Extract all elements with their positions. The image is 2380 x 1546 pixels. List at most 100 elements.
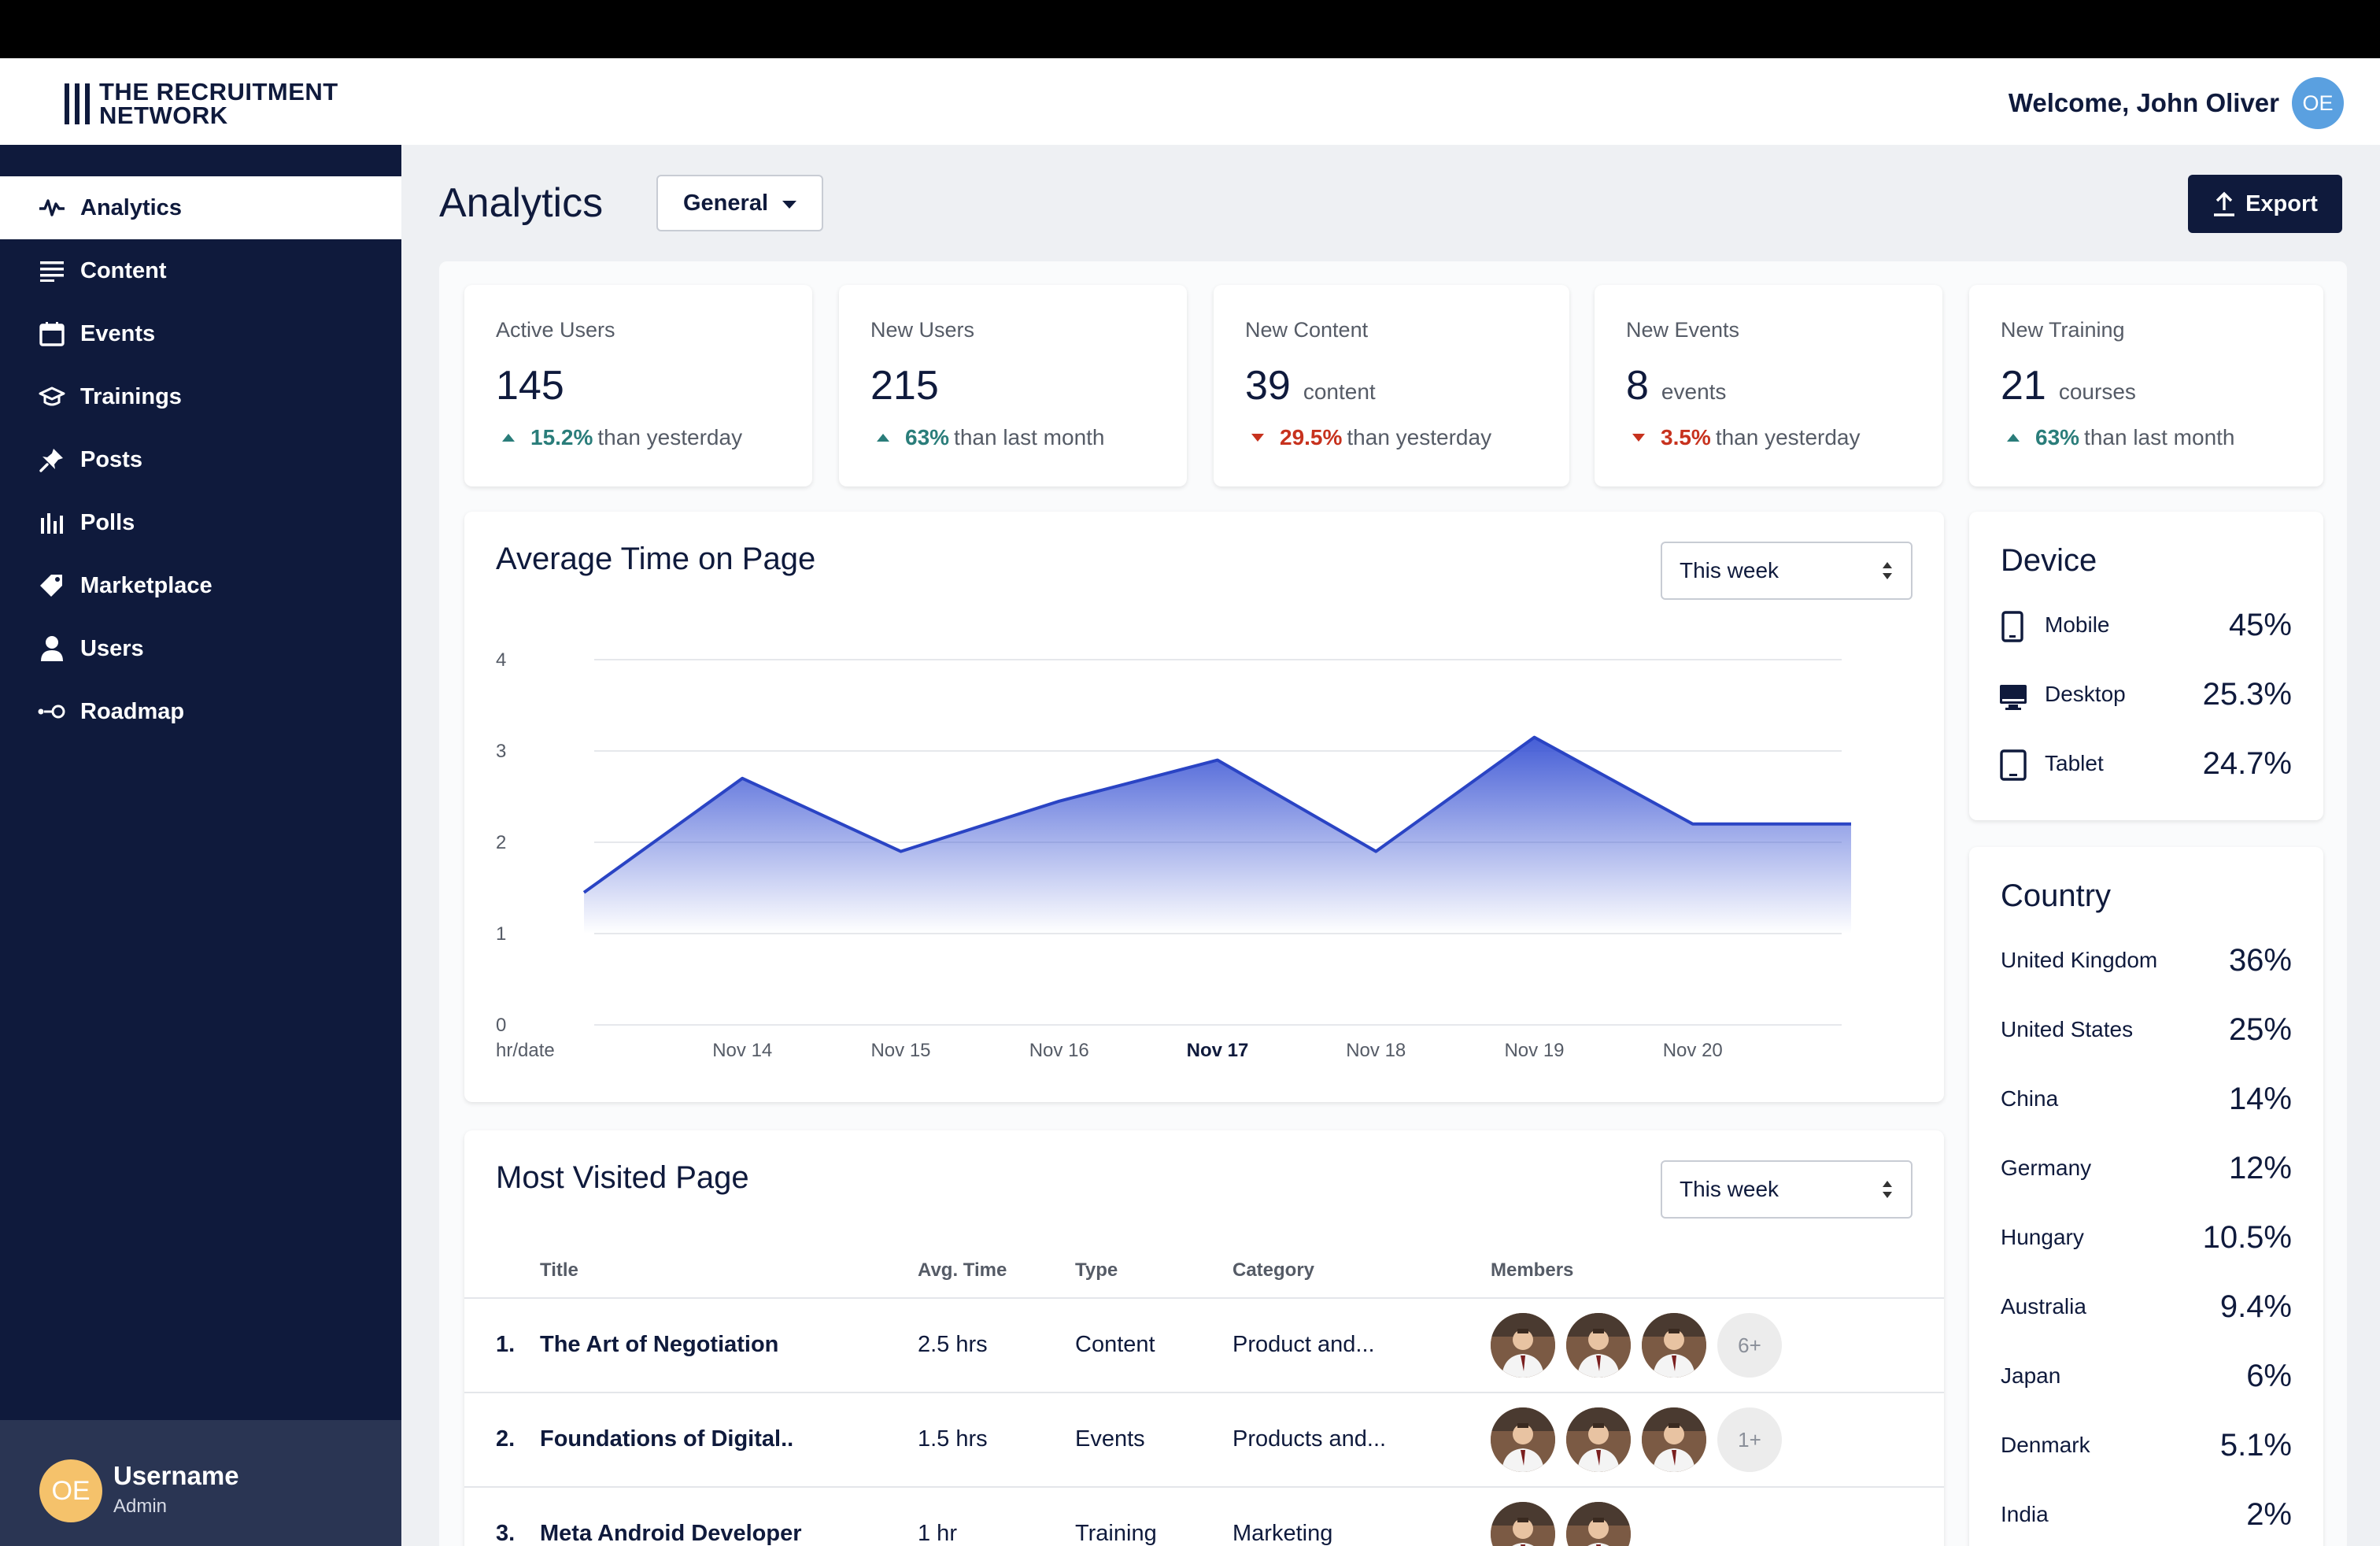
welcome-text: Welcome, John Oliver bbox=[2008, 88, 2279, 117]
member-avatar[interactable] bbox=[1566, 1407, 1631, 1472]
logo-line-2: NETWORK bbox=[99, 102, 228, 129]
sidebar-item-label: Analytics bbox=[80, 194, 182, 220]
country-value: 5.1% bbox=[2219, 1428, 2292, 1463]
sort-arrows-icon bbox=[1883, 1179, 1894, 1201]
pin-icon bbox=[38, 446, 66, 474]
trend-up-icon bbox=[877, 434, 889, 442]
member-avatar[interactable] bbox=[1642, 1313, 1706, 1378]
export-button[interactable]: Export bbox=[2188, 175, 2342, 233]
x-tick-label: Nov 15 bbox=[870, 1040, 930, 1061]
calendar-icon bbox=[38, 320, 66, 348]
sidebar-item-content[interactable]: Content bbox=[0, 239, 401, 302]
dropdown-selected-value: General bbox=[683, 190, 768, 216]
country-label: United States bbox=[2001, 1017, 2134, 1041]
more-members-badge[interactable]: 6+ bbox=[1717, 1313, 1782, 1378]
stat-value: 215 bbox=[870, 363, 939, 409]
tag-icon bbox=[38, 571, 66, 600]
stat-label: New Training bbox=[2001, 318, 2125, 342]
sidebar-item-events[interactable]: Events bbox=[0, 302, 401, 365]
page-title: Analytics bbox=[439, 180, 604, 226]
stat-change: 3.5% than yesterday bbox=[1632, 425, 1861, 450]
most-visited-period-select[interactable]: This week bbox=[1661, 1160, 1913, 1219]
sidebar-item-posts[interactable]: Posts bbox=[0, 428, 401, 491]
top-header: THE RECRUITMENT NETWORK Welcome, John Ol… bbox=[0, 58, 2380, 145]
column-header-members[interactable]: Members bbox=[1491, 1259, 1574, 1281]
sidebar-item-label: Polls bbox=[80, 509, 135, 535]
sidebar-item-polls[interactable]: Polls bbox=[0, 491, 401, 554]
member-avatar[interactable] bbox=[1491, 1407, 1555, 1472]
top-black-bar bbox=[0, 0, 2380, 58]
more-members-badge[interactable]: 1+ bbox=[1717, 1407, 1782, 1472]
country-value: 2% bbox=[2246, 1497, 2292, 1532]
column-header-category[interactable]: Category bbox=[1232, 1259, 1315, 1281]
member-avatar[interactable] bbox=[1566, 1502, 1631, 1546]
sidebar-item-marketplace[interactable]: Marketplace bbox=[0, 554, 401, 617]
country-value: 14% bbox=[2228, 1082, 2292, 1116]
row-title[interactable]: Meta Android Developer bbox=[540, 1521, 802, 1546]
mobile-icon bbox=[2001, 611, 2023, 642]
stat-card-new-training: New Training 21 courses 63% than last mon… bbox=[1969, 285, 2323, 486]
country-value: 36% bbox=[2228, 943, 2292, 978]
export-label: Export bbox=[2245, 190, 2318, 216]
avg-time-card: Average Time on Page This week 0 1 2 3 4 hr/d… bbox=[464, 512, 1944, 1102]
row-title[interactable]: The Art of Negotiation bbox=[540, 1332, 779, 1357]
y-tick-label: 3 bbox=[496, 741, 506, 762]
stat-change: 63% than last month bbox=[2007, 425, 2235, 450]
user-icon bbox=[38, 634, 66, 663]
device-value: 45% bbox=[2228, 608, 2292, 642]
stat-label: New Events bbox=[1626, 318, 1740, 342]
sidebar-item-roadmap[interactable]: Roadmap bbox=[0, 680, 401, 743]
row-title[interactable]: Foundations of Digital.. bbox=[540, 1426, 794, 1452]
country-title: Country bbox=[2001, 878, 2112, 913]
y-tick-label: 0 bbox=[496, 1015, 506, 1036]
sidebar-item-label: Users bbox=[80, 635, 144, 661]
device-value: 25.3% bbox=[2202, 677, 2292, 712]
column-header-title[interactable]: Title bbox=[540, 1259, 578, 1281]
sidebar-item-users[interactable]: Users bbox=[0, 617, 401, 680]
country-label: Germany bbox=[2001, 1156, 2092, 1180]
user-avatar[interactable]: OE bbox=[2292, 77, 2344, 129]
country-label: Japan bbox=[2001, 1363, 2061, 1388]
avg-time-period-select[interactable]: This week bbox=[1661, 542, 1913, 600]
logo-line-1: THE RECRUITMENT bbox=[99, 78, 338, 105]
sidebar-item-label: Trainings bbox=[80, 383, 182, 409]
avatar: OE bbox=[39, 1459, 102, 1522]
member-avatar[interactable] bbox=[1491, 1502, 1555, 1546]
roadmap-icon bbox=[38, 697, 66, 726]
x-axis-title: hr/date bbox=[496, 1040, 555, 1061]
sidebar-item-trainings[interactable]: Trainings bbox=[0, 365, 401, 428]
logo-bars-icon bbox=[65, 83, 90, 124]
stat-value: 21 bbox=[2001, 363, 2046, 409]
content-icon bbox=[38, 257, 66, 285]
sidebar-user-profile[interactable]: OE Username Admin bbox=[0, 1420, 401, 1546]
row-type: Events bbox=[1075, 1426, 1145, 1452]
most-visited-title: Most Visited Page bbox=[496, 1160, 749, 1195]
x-tick-label: Nov 20 bbox=[1663, 1040, 1723, 1061]
device-label: Tablet bbox=[2045, 751, 2104, 775]
x-tick-label: Nov 18 bbox=[1346, 1040, 1406, 1061]
logo[interactable]: THE RECRUITMENT NETWORK bbox=[65, 80, 338, 128]
row-avg-time: 1 hr bbox=[918, 1521, 957, 1546]
member-avatar[interactable] bbox=[1566, 1313, 1631, 1378]
member-avatar[interactable] bbox=[1491, 1313, 1555, 1378]
stat-change: 29.5% than yesterday bbox=[1251, 425, 1491, 450]
upload-icon bbox=[2214, 191, 2235, 216]
sidebar-item-label: Posts bbox=[80, 446, 142, 472]
row-number: 2. bbox=[496, 1426, 516, 1452]
column-header-type[interactable]: Type bbox=[1075, 1259, 1118, 1281]
stat-change: 63% than last month bbox=[877, 425, 1105, 450]
row-category: Product and... bbox=[1232, 1332, 1375, 1357]
sidebar-item-analytics[interactable]: Analytics bbox=[0, 176, 401, 239]
column-header-avg-time[interactable]: Avg. Time bbox=[918, 1259, 1007, 1281]
y-tick-label: 2 bbox=[496, 832, 506, 853]
sort-arrows-icon bbox=[1883, 560, 1894, 583]
x-tick-label: Nov 17 bbox=[1187, 1040, 1249, 1061]
analytics-filter-dropdown[interactable]: General bbox=[656, 175, 823, 231]
sidebar-item-label: Events bbox=[80, 320, 156, 346]
member-avatar[interactable] bbox=[1642, 1407, 1706, 1472]
stat-unit: content bbox=[1303, 379, 1376, 404]
row-category: Marketing bbox=[1232, 1521, 1333, 1546]
device-label: Mobile bbox=[2045, 612, 2110, 637]
country-label: China bbox=[2001, 1086, 2059, 1111]
chart-area bbox=[584, 737, 1851, 934]
